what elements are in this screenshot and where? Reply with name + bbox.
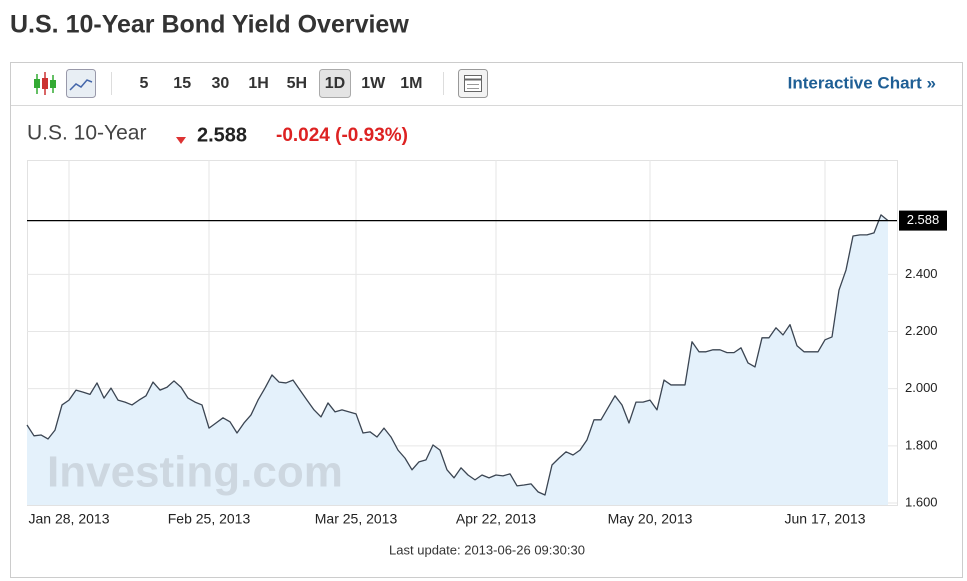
y-tick-label: 2.400 — [905, 266, 938, 281]
page-title: U.S. 10-Year Bond Yield Overview — [10, 11, 409, 39]
interval-button[interactable]: 1M — [400, 75, 422, 92]
last-update: Last update: 2013-06-26 09:30:30 — [389, 542, 585, 557]
x-tick-label: May 20, 2013 — [608, 511, 693, 527]
price-line — [26, 214, 889, 496]
interval-button[interactable]: 5 — [140, 75, 149, 92]
interval-button[interactable]: 1D — [325, 75, 345, 92]
x-tick-label: Jun 17, 2013 — [785, 511, 866, 527]
x-tick-label: Mar 25, 2013 — [315, 511, 398, 527]
y-tick-label: 2.000 — [905, 380, 938, 395]
quote-price: 2.588 — [197, 124, 247, 146]
last-value-box — [899, 210, 947, 231]
interval-button[interactable]: 30 — [212, 75, 230, 92]
interval-button[interactable]: 1H — [248, 75, 268, 92]
x-tick-label: Jan 28, 2013 — [29, 511, 110, 527]
quote-change: -0.024 (-0.93%) — [276, 125, 408, 146]
interval-button[interactable]: 5H — [287, 75, 307, 92]
interval-button[interactable]: 15 — [173, 75, 191, 92]
x-tick-label: Apr 22, 2013 — [456, 511, 536, 527]
candle-icon[interactable] — [34, 72, 56, 95]
y-tick-label: 1.800 — [905, 437, 938, 452]
y-tick-label: 1.600 — [905, 494, 938, 509]
interactive-chart-link[interactable]: Interactive Chart » — [788, 73, 936, 92]
x-tick-label: Feb 25, 2013 — [168, 511, 251, 527]
y-tick-label: 2.200 — [905, 323, 938, 338]
quote-name: U.S. 10-Year — [27, 122, 146, 145]
down-arrow — [176, 137, 186, 144]
last-value-label: 2.588 — [907, 212, 940, 227]
watermark: Investing.com — [47, 448, 343, 497]
area-fill — [27, 214, 888, 505]
interval-selected-bg — [319, 69, 351, 98]
table-icon[interactable] — [458, 69, 488, 98]
interval-button[interactable]: 1W — [361, 75, 386, 92]
line-chart-icon[interactable] — [66, 69, 96, 98]
